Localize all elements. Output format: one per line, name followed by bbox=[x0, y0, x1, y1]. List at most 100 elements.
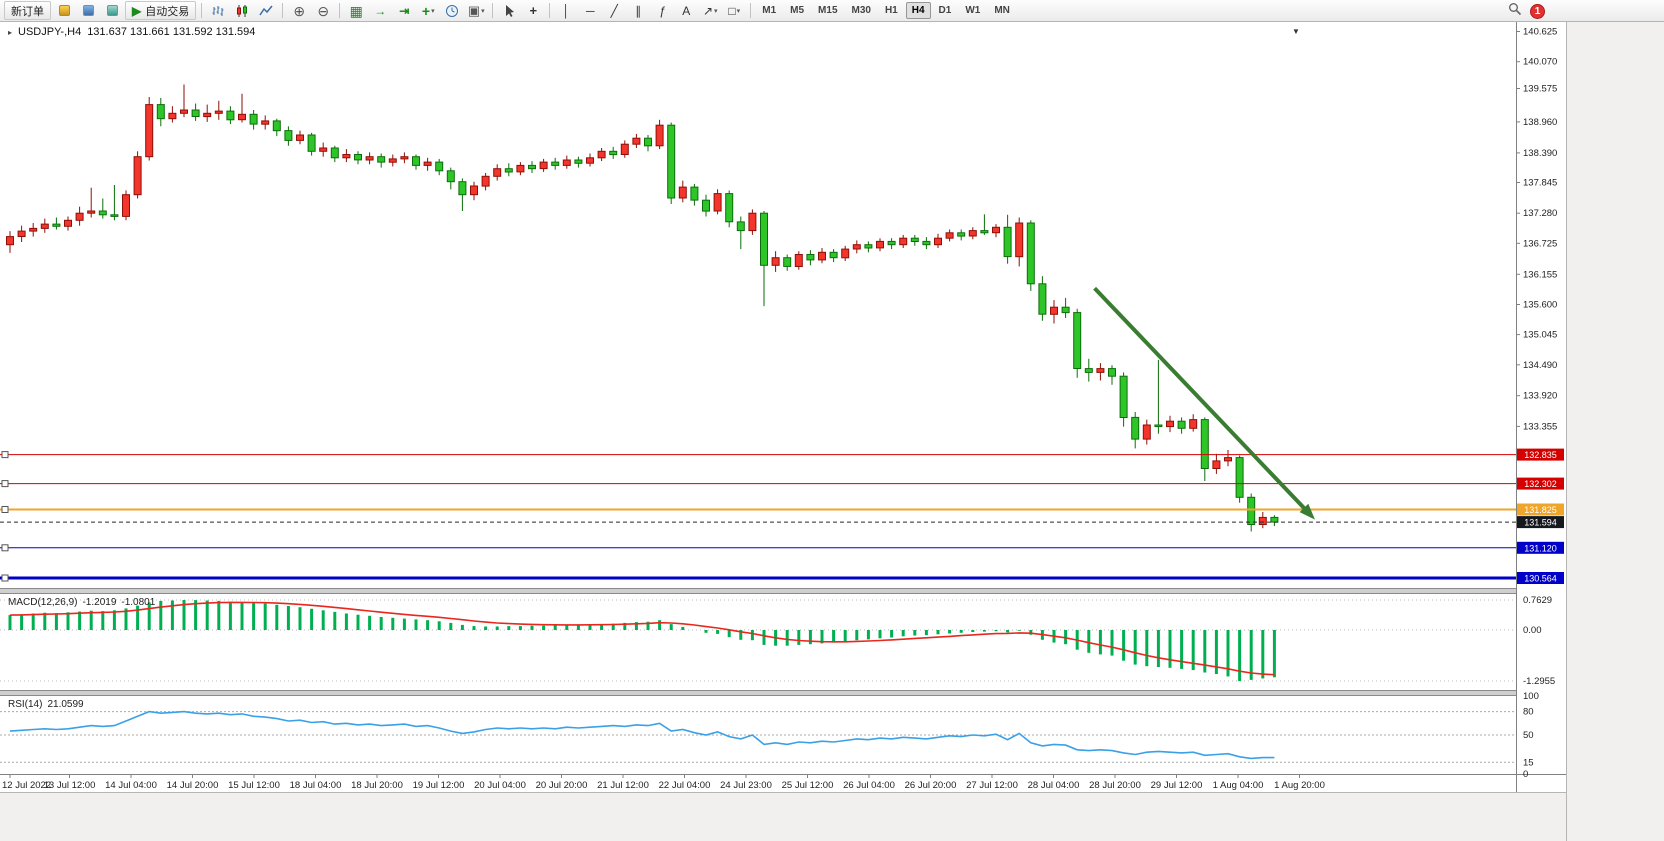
toolbar-separator bbox=[201, 3, 203, 18]
svg-text:22 Jul 04:00: 22 Jul 04:00 bbox=[659, 780, 711, 791]
chart-shift-icon[interactable]: ⇥ bbox=[399, 3, 410, 18]
price-scale[interactable]: 140.625 140.070 139.575 138.960 138.390 137.8… bbox=[1516, 22, 1566, 792]
timeframe-m5[interactable]: M5 bbox=[790, 5, 805, 16]
timeframe-m1[interactable]: M1 bbox=[762, 5, 777, 16]
svg-text:133.920: 133.920 bbox=[1523, 391, 1557, 402]
price-badge: 130.564 bbox=[1517, 572, 1564, 584]
svg-text:19 Jul 12:00: 19 Jul 12:00 bbox=[413, 780, 465, 791]
new-order-button[interactable]: 新订单 bbox=[4, 1, 51, 20]
svg-text:27 Jul 12:00: 27 Jul 12:00 bbox=[966, 780, 1018, 791]
grid-icon[interactable]: ▦ bbox=[349, 2, 363, 19]
svg-text:14 Jul 04:00: 14 Jul 04:00 bbox=[105, 780, 157, 791]
horizontal-lines[interactable] bbox=[0, 451, 1516, 582]
candlestick-chart-icon[interactable] bbox=[231, 1, 253, 20]
svg-text:137.280: 137.280 bbox=[1523, 208, 1557, 219]
auto-scroll-icon[interactable]: → bbox=[374, 3, 387, 18]
autoscroll-marker-icon: ▼ bbox=[1292, 27, 1300, 36]
svg-text:14 Jul 20:00: 14 Jul 20:00 bbox=[167, 780, 219, 791]
chart-ohlc-values: 131.637 131.661 131.592 131.594 bbox=[87, 26, 256, 38]
bottom-strip bbox=[0, 792, 1566, 841]
line-chart-icon[interactable] bbox=[255, 1, 277, 20]
shapes-tool-icon[interactable]: □ ▾ bbox=[728, 3, 741, 18]
new-order-label: 新订单 bbox=[11, 5, 44, 18]
svg-text:0.7629: 0.7629 bbox=[1523, 595, 1552, 606]
svg-text:140.070: 140.070 bbox=[1523, 57, 1557, 68]
vertical-line-tool-icon[interactable]: │ bbox=[562, 3, 570, 18]
indicators-icon[interactable]: + ▾ bbox=[421, 2, 435, 19]
macd-indicator-label: MACD(12,26,9) -1.2019 -1.0801 bbox=[8, 597, 155, 608]
svg-text:133.355: 133.355 bbox=[1523, 421, 1557, 432]
toolbox-icon[interactable] bbox=[101, 1, 123, 20]
svg-text:140.625: 140.625 bbox=[1523, 27, 1557, 38]
toolbar-separator bbox=[549, 3, 551, 18]
toolbar-separator bbox=[282, 3, 284, 18]
toolbar-separator bbox=[492, 3, 494, 18]
chart-window bbox=[0, 22, 1566, 792]
arrows-tool-icon[interactable]: ↗ ▾ bbox=[702, 3, 718, 18]
svg-text:136.725: 136.725 bbox=[1523, 238, 1557, 249]
timeframe-h1[interactable]: H1 bbox=[884, 5, 898, 16]
play-icon: ▶ bbox=[132, 3, 142, 18]
notification-badge[interactable]: 1 bbox=[1530, 4, 1545, 19]
search-icon[interactable] bbox=[1508, 2, 1522, 21]
macd-name: MACD(12,26,9) bbox=[8, 597, 78, 608]
crosshair-icon[interactable]: + bbox=[529, 3, 538, 18]
svg-text:100: 100 bbox=[1523, 691, 1539, 702]
timeframe-mn[interactable]: MN bbox=[994, 5, 1010, 16]
toolbar-right-group: 1 bbox=[1508, 2, 1545, 21]
one-click-trading-arrow-icon[interactable]: ▸ bbox=[8, 27, 13, 37]
fibonacci-tool-icon[interactable]: ƒ bbox=[658, 3, 666, 18]
market-watch-icon[interactable] bbox=[53, 1, 75, 20]
svg-text:50: 50 bbox=[1523, 730, 1534, 741]
svg-text:139.575: 139.575 bbox=[1523, 84, 1557, 95]
svg-text:20 Jul 20:00: 20 Jul 20:00 bbox=[536, 780, 588, 791]
svg-text:1 Aug 20:00: 1 Aug 20:00 bbox=[1274, 780, 1325, 791]
macd-signal-value: -1.0801 bbox=[121, 597, 156, 608]
svg-text:18 Jul 20:00: 18 Jul 20:00 bbox=[351, 780, 403, 791]
svg-text:1 Aug 04:00: 1 Aug 04:00 bbox=[1213, 780, 1264, 791]
bars-chart-icon[interactable] bbox=[207, 1, 229, 20]
timeframe-m15[interactable]: M15 bbox=[818, 5, 838, 16]
timeframe-h4[interactable]: H4 bbox=[905, 2, 931, 19]
trend-arrow[interactable] bbox=[1093, 286, 1315, 520]
svg-text:21 Jul 12:00: 21 Jul 12:00 bbox=[597, 780, 649, 791]
svg-text:20 Jul 04:00: 20 Jul 04:00 bbox=[474, 780, 526, 791]
navigator-icon[interactable] bbox=[77, 1, 99, 20]
channel-tool-icon[interactable]: ∥ bbox=[635, 3, 642, 18]
zoom-out-icon[interactable]: ⊖ bbox=[317, 2, 330, 19]
pane-separator[interactable] bbox=[0, 690, 1566, 696]
toolbar-separator bbox=[339, 3, 341, 18]
chart-template-icon[interactable]: ▣ ▾ bbox=[467, 3, 485, 18]
trendline-tool-icon[interactable]: ╱ bbox=[610, 3, 618, 18]
clock-icon[interactable] bbox=[441, 1, 463, 20]
svg-text:29 Jul 12:00: 29 Jul 12:00 bbox=[1151, 780, 1203, 791]
pane-separator[interactable] bbox=[0, 588, 1566, 594]
dropdown-caret-icon: ▾ bbox=[714, 7, 718, 15]
svg-text:12 Jul 2022: 12 Jul 2022 bbox=[2, 780, 51, 791]
auto-trading-button[interactable]: ▶ 自动交易 bbox=[125, 1, 197, 20]
timeframe-m30[interactable]: M30 bbox=[851, 5, 871, 16]
timeframe-d1[interactable]: D1 bbox=[938, 5, 952, 16]
rsi-indicator-label: RSI(14) 21.0599 bbox=[8, 699, 84, 710]
price-badge: 132.302 bbox=[1517, 477, 1564, 490]
svg-text:134.490: 134.490 bbox=[1523, 360, 1557, 371]
dropdown-caret-icon: ▾ bbox=[736, 7, 741, 15]
horizontal-line-tool-icon[interactable]: ─ bbox=[585, 3, 595, 18]
svg-text:26 Jul 20:00: 26 Jul 20:00 bbox=[905, 780, 957, 791]
svg-text:0.00: 0.00 bbox=[1523, 625, 1542, 636]
macd-pane bbox=[0, 599, 1516, 682]
toolbar: 新订单 ▶ 自动交易 ⊕ ⊖ ▦ → ⇥ + ▾ ▣ ▾ + │ ─ ╱ ∥ ƒ A… bbox=[0, 0, 1664, 22]
dropdown-caret-icon: ▾ bbox=[481, 7, 485, 15]
svg-text:80: 80 bbox=[1523, 707, 1534, 718]
text-tool-icon[interactable]: A bbox=[682, 3, 691, 18]
svg-text:28 Jul 20:00: 28 Jul 20:00 bbox=[1089, 780, 1141, 791]
svg-text:132.302: 132.302 bbox=[1524, 479, 1557, 489]
zoom-in-icon[interactable]: ⊕ bbox=[293, 2, 306, 19]
right-gutter bbox=[1566, 22, 1664, 841]
timeframe-w1[interactable]: W1 bbox=[965, 5, 981, 16]
svg-text:135.600: 135.600 bbox=[1523, 300, 1557, 311]
cursor-icon[interactable] bbox=[498, 1, 520, 20]
chart-symbol-period: USDJPY-,H4 bbox=[18, 26, 82, 38]
